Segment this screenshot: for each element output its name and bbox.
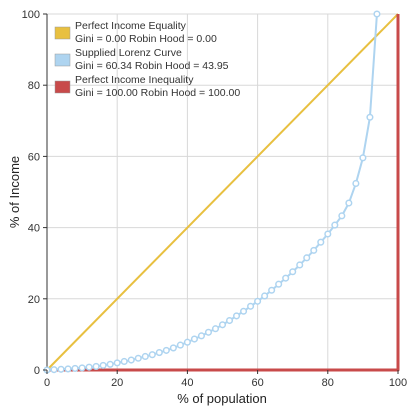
series-line-0	[46, 13, 399, 371]
gridlines	[46, 13, 399, 371]
x-tick-label: 40	[181, 377, 193, 389]
legend-series-name: Perfect Income Equality	[75, 20, 187, 32]
lorenz-point	[99, 361, 107, 369]
lorenz-point	[275, 280, 283, 288]
x-tick-label: 0	[44, 377, 50, 389]
lorenz-point	[211, 325, 220, 333]
lorenz-point	[155, 349, 163, 357]
lorenz-point	[268, 286, 276, 294]
y-axis-title: % of Income	[7, 156, 22, 228]
lorenz-point	[296, 261, 304, 269]
x-tick-label: 60	[251, 377, 263, 389]
lorenz-point	[183, 338, 191, 346]
x-tick-label: 100	[389, 377, 407, 389]
legend-swatch	[54, 80, 71, 94]
lorenz-point	[218, 321, 227, 329]
lorenz-point	[71, 364, 79, 372]
lorenz-point	[352, 179, 360, 188]
lorenz-point	[366, 113, 374, 121]
lorenz-point	[85, 363, 93, 371]
lorenz-point	[141, 352, 149, 361]
legend-series-name: Supplied Lorenz Curve	[75, 47, 182, 59]
lorenz-point	[338, 212, 346, 220]
lorenz-point	[225, 316, 234, 325]
legend-swatch	[54, 53, 71, 67]
lorenz-point	[50, 366, 58, 374]
lorenz-point	[240, 307, 248, 315]
y-tick-label: 40	[28, 223, 40, 235]
lorenz-point	[92, 362, 100, 370]
legend-series-stats: Gini = 100.00 Robin Hood = 100.00	[75, 87, 240, 99]
lorenz-point	[317, 238, 325, 246]
y-tick-label: 100	[22, 9, 40, 21]
x-tick-label: 20	[111, 377, 123, 389]
y-tick-label: 0	[34, 365, 40, 377]
lorenz-point	[303, 254, 311, 262]
lorenz-point	[282, 274, 290, 282]
lorenz-point	[310, 246, 318, 254]
tick-labels: 0 20 40 60 80 100 0 20 40 60 80 100	[22, 9, 408, 389]
lorenz-point	[162, 346, 170, 354]
lorenz-point	[247, 302, 255, 310]
lorenz-point	[345, 199, 353, 207]
legend-series-name: Perfect Income Inequality	[75, 74, 194, 86]
y-tick-label: 60	[28, 151, 40, 163]
lorenz-point	[64, 365, 72, 373]
legend-swatch	[54, 26, 71, 40]
y-tick-label: 20	[28, 294, 40, 306]
lorenz-point	[57, 365, 65, 373]
lorenz-point	[190, 335, 198, 343]
lorenz-point	[254, 297, 262, 305]
lorenz-point	[120, 357, 128, 366]
lorenz-point	[373, 10, 381, 18]
lorenz-point	[324, 230, 332, 238]
lorenz-point	[197, 332, 205, 340]
lorenz-point	[176, 341, 184, 349]
lorenz-point	[106, 360, 114, 368]
legend-series-stats: Gini = 60.34 Robin Hood = 43.95	[75, 60, 229, 72]
lorenz-point	[113, 359, 121, 367]
legend-series-stats: Gini = 0.00 Robin Hood = 0.00	[75, 33, 217, 45]
lorenz-point	[78, 364, 86, 372]
x-axis-title: % of population	[177, 391, 267, 406]
lorenz-point	[134, 354, 142, 362]
x-tick-label: 80	[322, 377, 334, 389]
lorenz-point	[127, 356, 135, 364]
lorenz-point	[359, 154, 367, 162]
lorenz-point	[289, 268, 297, 276]
lorenz-point	[169, 344, 177, 352]
lorenz-point	[261, 292, 269, 300]
lorenz-point	[331, 221, 339, 229]
lorenz-point	[204, 328, 213, 336]
y-tick-label: 80	[28, 80, 40, 92]
lorenz-point	[232, 312, 241, 320]
lorenz-point	[148, 351, 156, 359]
